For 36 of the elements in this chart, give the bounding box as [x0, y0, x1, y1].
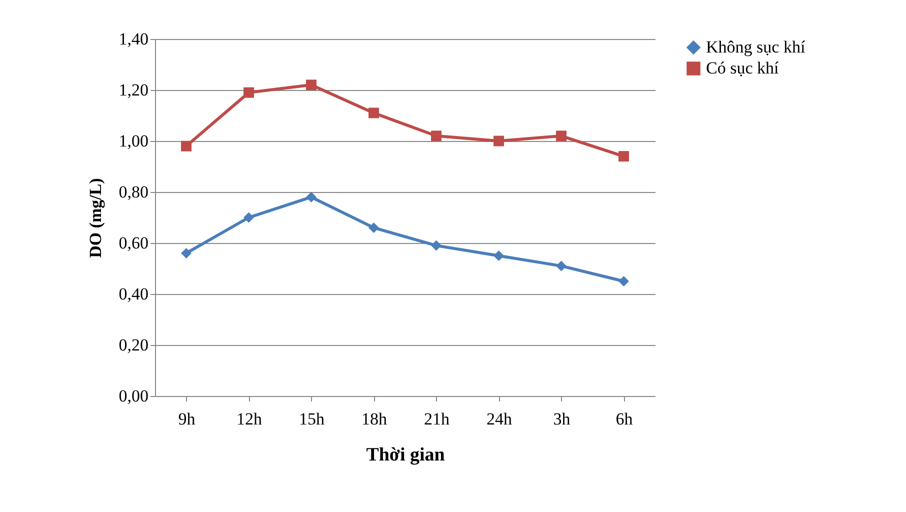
point: [181, 248, 192, 258]
y-tick-label: 0,40: [118, 284, 148, 304]
x-tick-label: 15h: [299, 410, 325, 428]
y-tick-label: 0,60: [118, 234, 148, 252]
point: [618, 151, 629, 162]
x-axis-title: Thời gian: [366, 444, 446, 466]
point: [618, 276, 629, 286]
point: [306, 80, 316, 90]
point: [494, 136, 504, 146]
y-tick-label: 1,40: [118, 30, 148, 48]
x-tick-label: 6h: [616, 410, 634, 428]
point: [431, 130, 442, 142]
point: [431, 240, 442, 251]
legend-label: Không sục khí: [706, 38, 806, 56]
x-tick-label: 3h: [553, 410, 571, 428]
x-tick-label: 9h: [178, 410, 196, 428]
point: [368, 108, 379, 118]
x-tick-label: 24h: [486, 410, 512, 428]
point: [494, 250, 504, 261]
y-tick-label: 0,00: [118, 386, 148, 406]
point: [244, 212, 254, 223]
point: [556, 260, 566, 272]
point: [368, 222, 379, 233]
y-tick-label: 1,20: [118, 80, 148, 100]
x-tick-label: 12h: [236, 410, 262, 428]
y-axis-title: DO (mg/L): [86, 178, 105, 258]
y-tick-label: 1,00: [118, 132, 148, 150]
point: [556, 130, 566, 142]
x-tick-label: 18h: [362, 410, 388, 428]
point: [306, 192, 316, 202]
point: [244, 87, 254, 98]
x-tick-label: 21h: [424, 410, 450, 428]
legend-label: Có sục khí: [706, 58, 779, 78]
y-tick-label: 0,20: [118, 336, 148, 354]
point: [181, 140, 192, 152]
y-tick-label: 0,80: [118, 182, 148, 202]
